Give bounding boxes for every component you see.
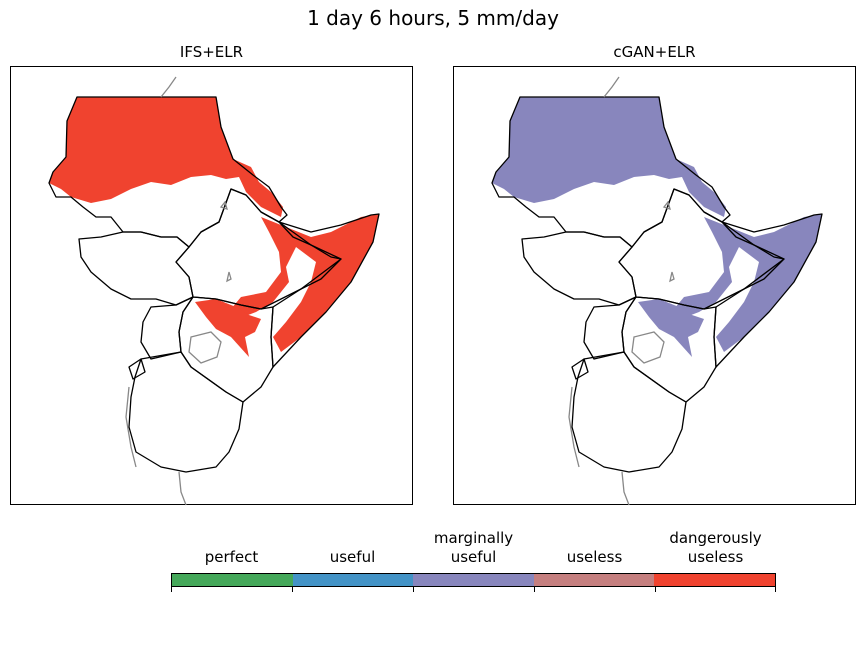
lakes-rivers-ifs — [125, 76, 232, 506]
somalia-outline — [270, 213, 380, 368]
lake-tanganyika — [125, 386, 137, 468]
lake-turkana — [226, 271, 232, 283]
rwanda-outline — [128, 358, 146, 380]
tanzania-outline — [128, 351, 244, 473]
panel-title-cgan: cGAN+ELR — [613, 43, 696, 61]
south-sudan-outline — [78, 231, 194, 306]
colorbar-tick — [655, 587, 656, 592]
east-africa-region — [195, 299, 261, 357]
south-sudan-outline — [521, 231, 637, 306]
lake-malawi — [178, 471, 187, 506]
colorbar-swatch-dangerously-useless — [654, 574, 775, 586]
somalia-outline — [713, 213, 823, 368]
tanzania-outline — [571, 351, 687, 473]
colorbar-tick — [775, 587, 776, 592]
lake-victoria — [631, 331, 665, 364]
lake-tana — [662, 200, 671, 211]
lakes-rivers-cgan — [568, 76, 675, 506]
uganda-outline — [583, 296, 637, 360]
east-africa-region — [638, 299, 704, 357]
colorbar-tick — [534, 587, 535, 592]
colorbar — [171, 573, 776, 587]
horn-africa-region — [674, 214, 822, 352]
panel-title-ifs: IFS+ELR — [179, 43, 244, 61]
colorbar-swatch-useful — [292, 574, 414, 586]
map-panel-ifs — [10, 66, 413, 506]
colorbar-swatch-marginally-useful — [413, 574, 534, 586]
nile-river — [603, 76, 620, 98]
colorbar-label-marginally-useful: marginally useful — [433, 529, 514, 566]
colorbar-swatch-useless — [533, 574, 655, 586]
colorbar-label-useful: useful — [329, 548, 376, 566]
uganda-outline — [140, 296, 194, 360]
colorbar-swatch-perfect — [172, 574, 293, 586]
map-canvas-ifs — [48, 76, 380, 506]
map-canvas-cgan — [491, 76, 823, 506]
forecast-region-ifs — [49, 97, 379, 357]
forecast-region-cgan — [492, 97, 822, 357]
colorbar-label-useless: useless — [566, 548, 623, 566]
nile-river — [160, 76, 177, 98]
colorbar-label-perfect: perfect — [204, 548, 259, 566]
map-panel-cgan — [453, 66, 856, 506]
north-sudan-region — [492, 97, 726, 217]
colorbar-label-dangerously-useless: dangerously useless — [669, 529, 762, 566]
lake-victoria — [188, 331, 222, 364]
lake-malawi — [621, 471, 630, 506]
colorbar-tick — [292, 587, 293, 592]
lake-tanganyika — [568, 386, 580, 468]
north-sudan-region — [49, 97, 283, 217]
colorbar-tick — [171, 587, 172, 592]
colorbar-tick — [413, 587, 414, 592]
figure-title: 1 day 6 hours, 5 mm/day — [307, 6, 559, 30]
country-borders-ifs — [48, 96, 380, 473]
lake-turkana — [669, 271, 675, 283]
country-borders-cgan — [491, 96, 823, 473]
rwanda-outline — [571, 358, 589, 380]
lake-tana — [219, 200, 228, 211]
horn-africa-region — [231, 214, 379, 352]
